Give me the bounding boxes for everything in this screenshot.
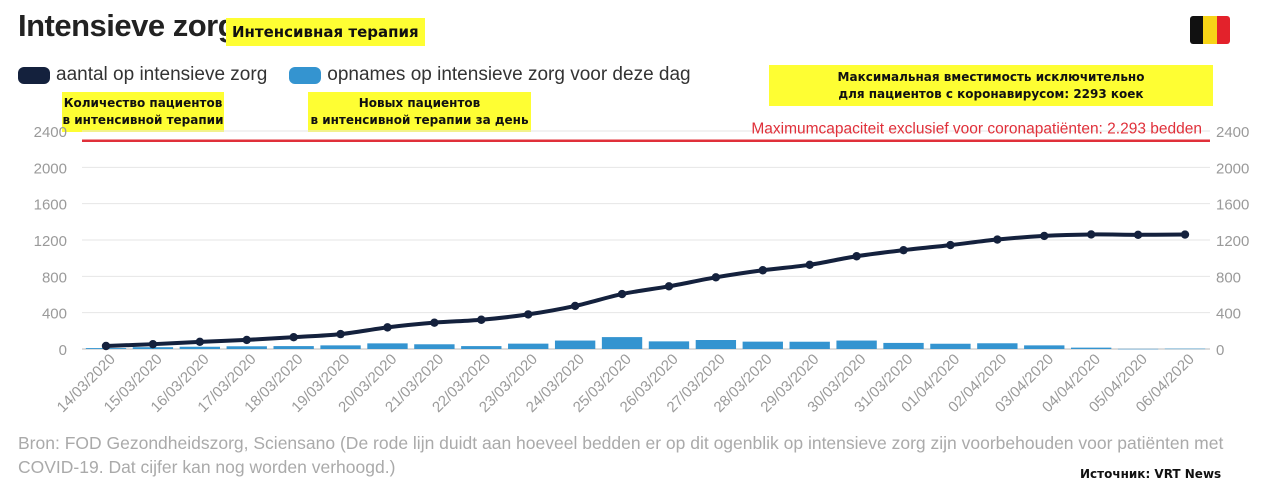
line-point [242,335,251,345]
flag-stripe-yellow [1203,16,1217,44]
legend-label-admissions: opnames op intensieve zorg voor deze dag [327,64,691,85]
line-point [899,245,908,255]
bar [648,341,690,349]
line-point [993,235,1002,244]
bar [1164,348,1206,350]
page-title: Intensieve zorg [18,8,237,43]
bar [554,340,596,349]
y-tick-label-left: 800 [42,269,67,286]
legend-swatch-bar [289,66,322,84]
bar [742,341,783,349]
legend-item-icu-count: aantal op intensieve zorg [18,64,267,86]
y-tick-label-left: 2000 [34,160,67,177]
line-point [570,301,580,311]
bar [1024,345,1065,349]
line-point [336,329,345,339]
line-point [195,337,205,347]
annotation-icu-count: Количество пациентов в интенсивной терап… [62,92,224,132]
legend-label-icu-count: aantal op intensieve zorg [56,64,268,85]
bar [1071,347,1112,349]
bar [836,340,877,349]
y-tick-label-left: 0 [59,342,67,359]
bar [977,343,1018,349]
line-point [617,289,627,299]
annotation-icu-count-line1: Количество пациентов [63,96,223,110]
annotation-max-capacity-line1: Максимальная вместимость исключительно [837,70,1145,84]
y-tick-label-right: 400 [1216,306,1241,323]
bar [789,341,830,349]
source-credit: Источник: VRT News [1080,467,1222,481]
flag-stripe-black [1190,16,1204,44]
bar [179,346,220,349]
line-point [852,252,861,261]
y-tick-label-left: 400 [42,306,67,323]
y-tick-label-right: 0 [1216,342,1224,359]
annotation-icu-count-line2: в интенсивной терапии [62,113,224,128]
line-point [711,273,721,282]
bar [930,343,971,349]
bar [883,342,924,349]
line-point [148,339,158,349]
bar [320,345,361,349]
y-tick-label-right: 1200 [1216,233,1249,250]
line-point [524,310,533,319]
belgium-flag-icon [1190,16,1230,44]
bar [367,343,408,349]
line-point [805,260,814,269]
y-tick-label-right: 2400 [1216,124,1249,141]
line-point [430,318,439,327]
y-tick-label-right: 1600 [1216,197,1249,214]
chart-legend: aantal op intensieve zorg opnames op int… [18,64,713,86]
annotation-max-capacity: Максимальная вместимость исключительно д… [769,65,1213,106]
y-tick-label-left: 1200 [34,233,67,250]
line-point [758,266,767,275]
bar [601,337,643,349]
y-tick-label-right: 2000 [1216,160,1249,177]
max-capacity-label: Maximumcapaciteit exclusief voor coronap… [751,121,1202,138]
line-point [1180,230,1190,239]
bar [226,346,267,349]
bar [508,343,549,349]
line-point [101,341,111,351]
annotation-new-patients: Новых пациентов в интенсивной терапии за… [308,92,531,132]
title-translation: Интенсивная терапия [226,18,425,46]
y-tick-label-right: 800 [1216,269,1241,286]
legend-item-admissions: opnames op intensieve zorg voor deze dag [289,64,691,86]
line-point [1086,230,1096,239]
source-note: Bron: FOD Gezondheidszorg, Sciensano (De… [18,433,1224,477]
icu-count-line [105,232,1186,349]
line-point [664,282,674,291]
bar [695,340,737,349]
annotation-new-patients-line2: в интенсивной терапии за день [310,113,529,128]
bar [273,346,314,349]
annotation-new-patients-line1: Новых пациентов [358,96,481,110]
line-point [289,332,298,342]
y-tick-label-left: 1600 [34,197,67,214]
bar [461,346,502,349]
legend-swatch-line [18,66,50,84]
bar [414,344,455,349]
annotation-max-capacity-line2: для пациентов с коронавирусом: 2293 коек [838,87,1144,102]
line-point [946,240,955,250]
line-point [477,315,486,324]
bar [1117,348,1159,350]
line-point [383,323,392,332]
y-tick-label-left: 2400 [34,124,67,141]
line-point [1133,230,1143,240]
flag-stripe-red [1216,16,1230,44]
line-point [1040,231,1049,241]
